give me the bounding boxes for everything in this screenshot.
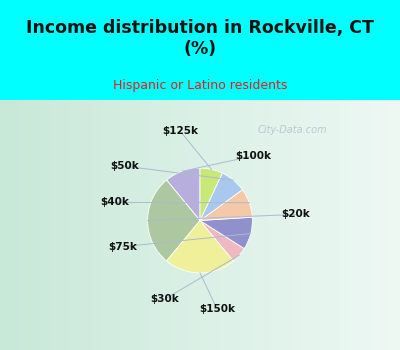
Wedge shape — [200, 173, 242, 220]
Bar — [340, 100, 350, 350]
Bar — [180, 100, 190, 350]
Bar — [160, 100, 170, 350]
Bar — [130, 100, 140, 350]
Bar — [50, 100, 60, 350]
Text: Hispanic or Latino residents: Hispanic or Latino residents — [113, 79, 287, 92]
Text: $20k: $20k — [281, 209, 310, 219]
Bar — [90, 100, 100, 350]
Bar — [70, 100, 80, 350]
Bar — [380, 100, 390, 350]
Bar — [320, 100, 330, 350]
Text: Income distribution in Rockville, CT
(%): Income distribution in Rockville, CT (%) — [26, 19, 374, 58]
Bar — [270, 100, 280, 350]
Bar — [370, 100, 380, 350]
Bar — [60, 100, 70, 350]
Bar — [100, 100, 110, 350]
Bar — [20, 100, 30, 350]
Bar — [280, 100, 290, 350]
Text: $50k: $50k — [110, 161, 139, 171]
Bar — [240, 100, 250, 350]
Text: $125k: $125k — [162, 126, 198, 136]
Bar — [300, 100, 310, 350]
Bar — [250, 100, 260, 350]
Bar — [80, 100, 90, 350]
Bar — [260, 100, 270, 350]
Bar — [150, 100, 160, 350]
Text: $100k: $100k — [236, 151, 272, 161]
Text: $75k: $75k — [108, 242, 137, 252]
Text: $30k: $30k — [150, 294, 179, 304]
Wedge shape — [200, 217, 252, 248]
Wedge shape — [200, 190, 252, 220]
Bar — [140, 100, 150, 350]
Bar — [350, 100, 360, 350]
Bar — [220, 100, 230, 350]
Bar — [200, 100, 210, 350]
Bar — [10, 100, 20, 350]
Wedge shape — [148, 180, 200, 261]
Bar — [390, 100, 400, 350]
Bar — [330, 100, 340, 350]
Bar — [110, 100, 120, 350]
Bar — [0, 100, 10, 350]
Bar — [360, 100, 370, 350]
Bar — [190, 100, 200, 350]
Text: City-Data.com: City-Data.com — [257, 125, 327, 135]
Bar — [290, 100, 300, 350]
Text: $150k: $150k — [199, 304, 235, 314]
Wedge shape — [166, 220, 234, 273]
Bar — [210, 100, 220, 350]
Wedge shape — [166, 168, 200, 220]
Bar — [40, 100, 50, 350]
Bar — [170, 100, 180, 350]
Text: $40k: $40k — [100, 197, 129, 207]
Wedge shape — [200, 220, 244, 261]
Bar — [120, 100, 130, 350]
Wedge shape — [200, 168, 222, 220]
Bar — [30, 100, 40, 350]
Bar — [230, 100, 240, 350]
Bar — [310, 100, 320, 350]
